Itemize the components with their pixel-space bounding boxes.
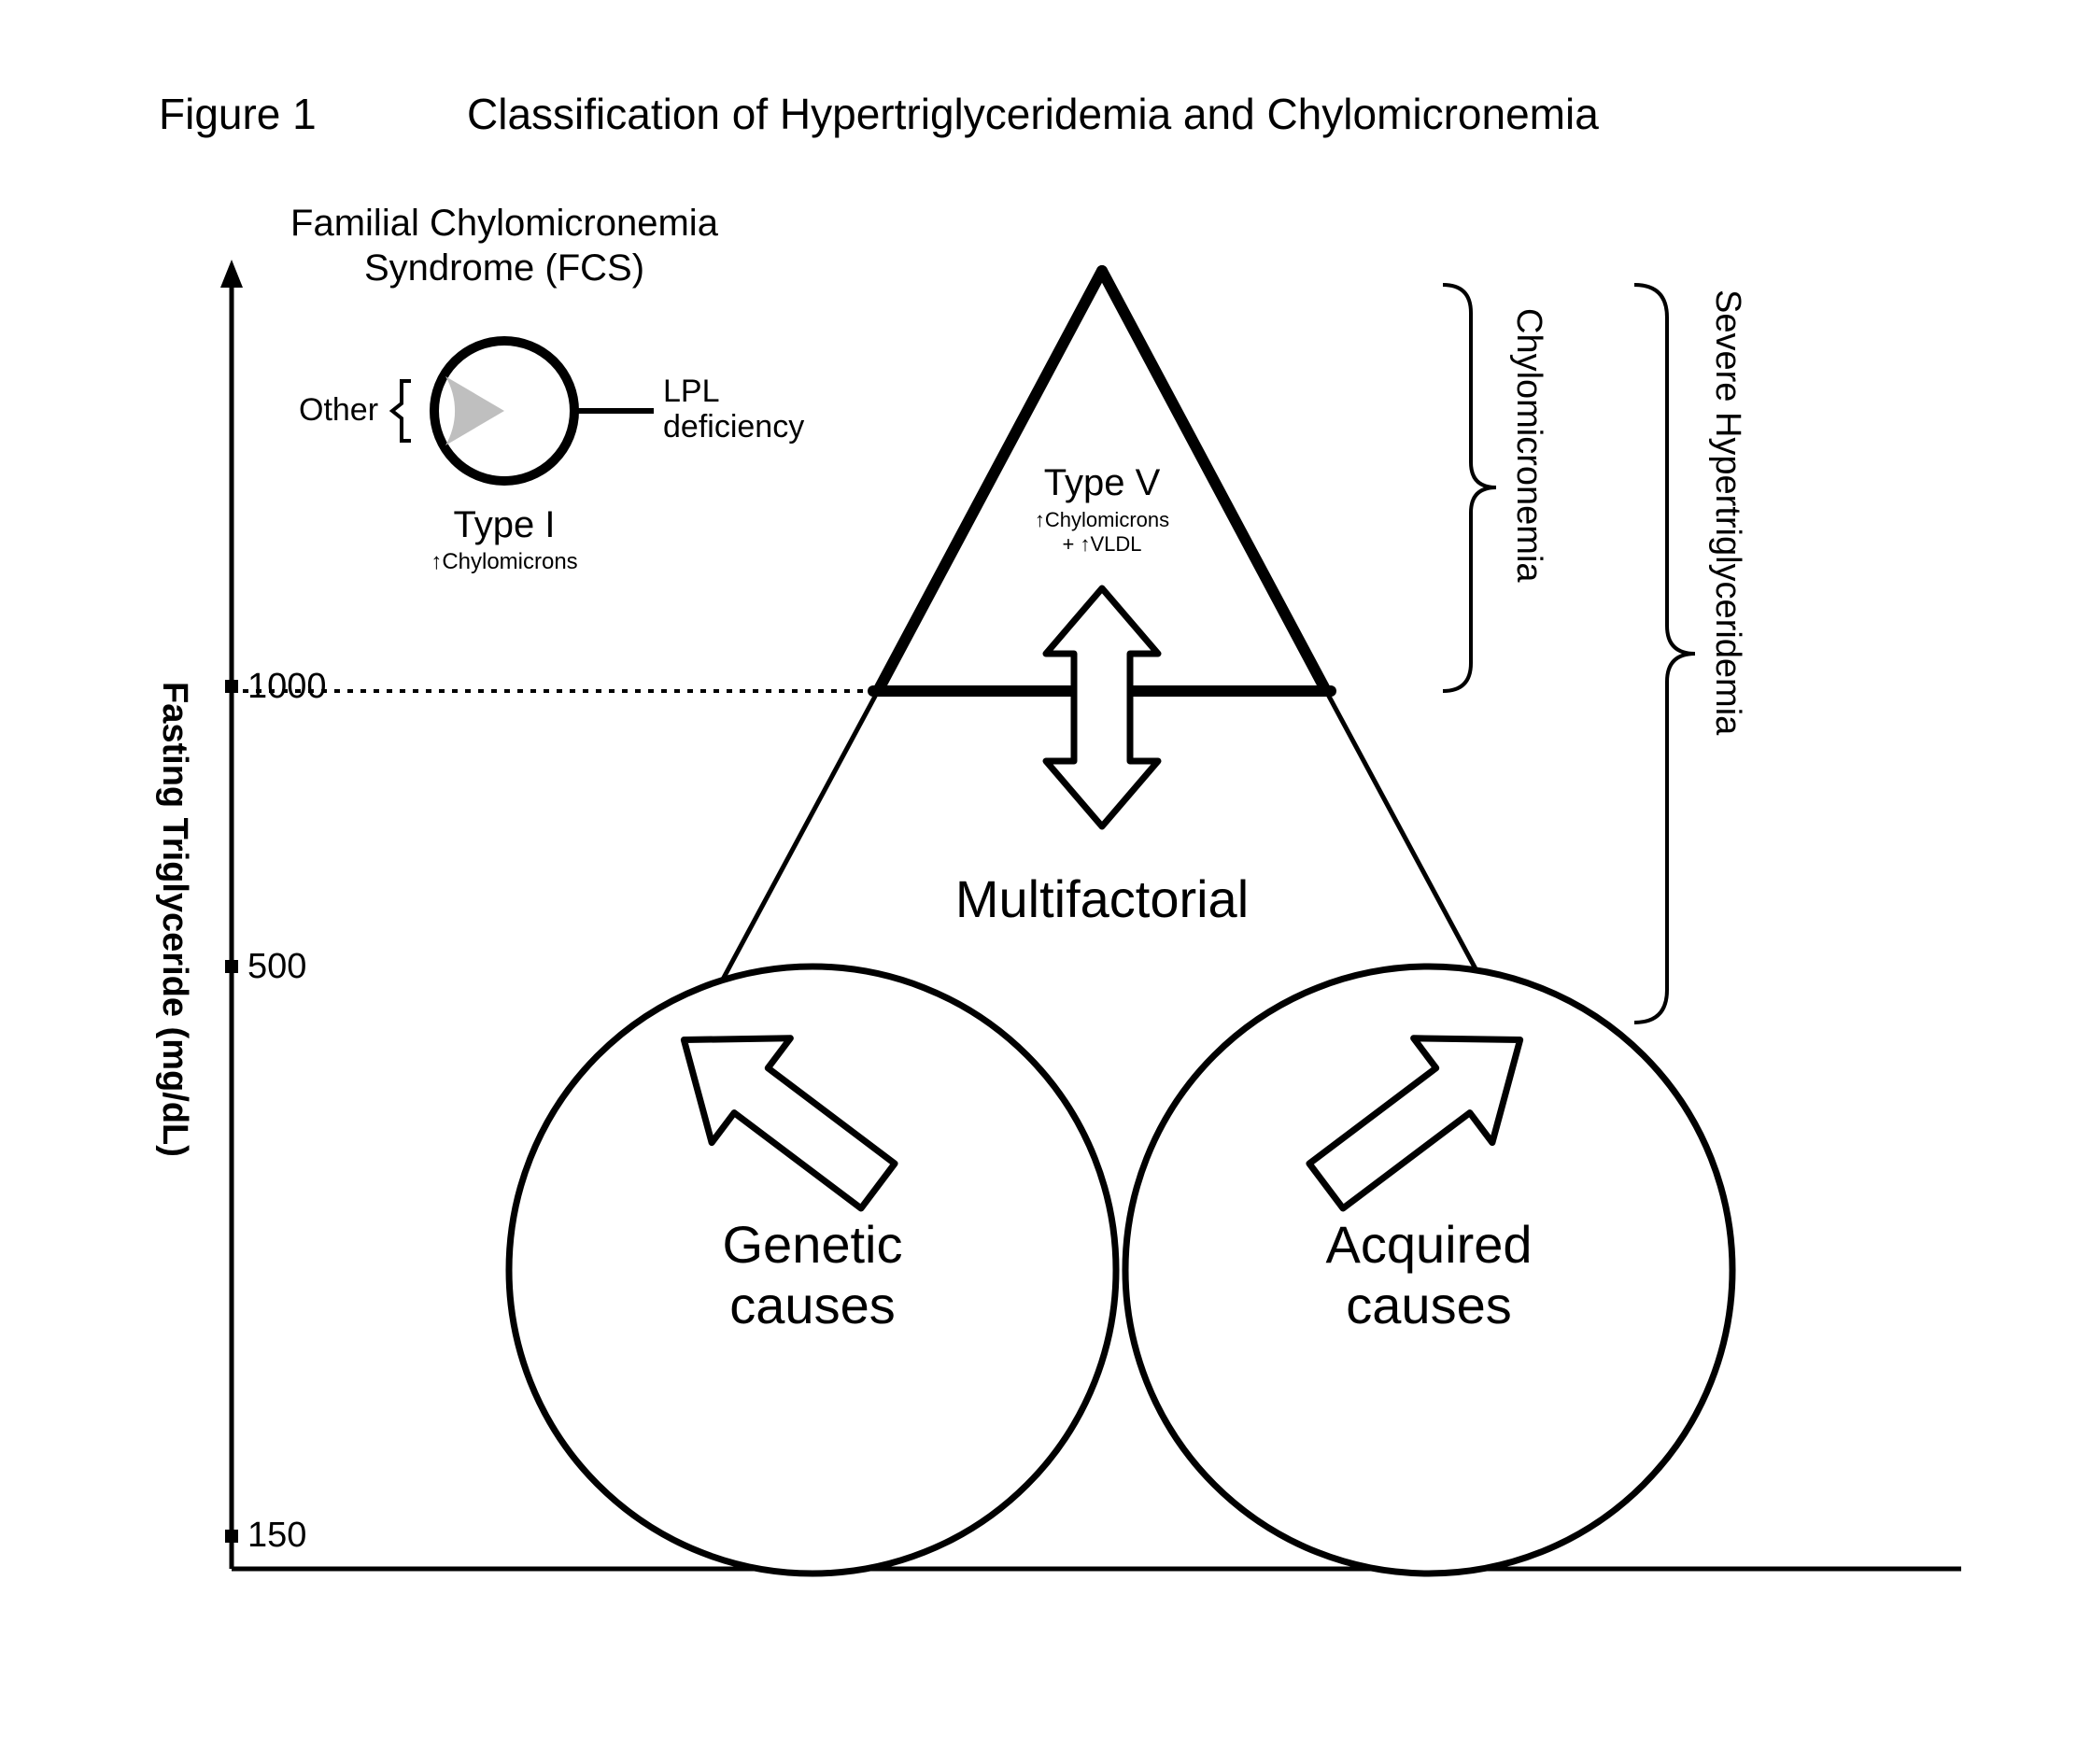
y-axis-title: Fasting Triglyceride (mg/dL) [154, 682, 194, 1157]
acquired-label: Acquired [1270, 1214, 1588, 1275]
legend-type-i: Type I [411, 504, 598, 546]
type-v-label: Type V [990, 462, 1214, 504]
genetic-sub: causes [654, 1275, 971, 1335]
figure-canvas: Figure 1 Classification of Hypertriglyce… [0, 0, 2077, 1764]
type-v-sub1: ↑Chylomicrons [990, 508, 1214, 532]
legend-lpl-line1: LPL [663, 374, 720, 410]
legend-title-line1: Familial Chylomicronemia [271, 201, 738, 246]
legend-title-line2: Syndrome (FCS) [271, 246, 738, 290]
type-v-sub2: + ↑VLDL [990, 532, 1214, 557]
tick-label-150: 150 [247, 1516, 306, 1556]
multifactorial-label: Multifactorial [897, 868, 1307, 929]
chylo-bracket-label: Chylomicronemia [1508, 308, 1548, 583]
tick-label-500: 500 [247, 947, 306, 987]
genetic-label: Genetic [654, 1214, 971, 1275]
severe-bracket [1634, 285, 1695, 1023]
legend-lpl-line2: deficiency [663, 409, 804, 445]
legend-other-label: Other [299, 392, 378, 429]
tick-label-1000: 1000 [247, 667, 327, 707]
chylo-bracket [1443, 285, 1496, 691]
acquired-sub: causes [1270, 1275, 1588, 1335]
tick-150 [225, 1530, 238, 1543]
other-bracket [392, 381, 411, 441]
tick-1000 [225, 680, 238, 693]
tick-500 [225, 960, 238, 973]
severe-bracket-label: Severe Hypertriglyceridemia [1707, 289, 1747, 735]
double-arrow-vertical [1046, 588, 1158, 826]
y-axis-arrowhead [220, 260, 243, 288]
legend-type-i-sub: ↑Chylomicrons [411, 549, 598, 575]
